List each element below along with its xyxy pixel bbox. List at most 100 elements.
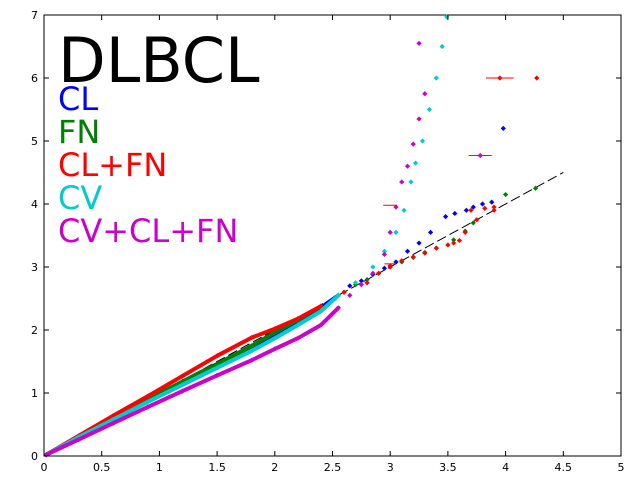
data-point — [412, 160, 419, 166]
data-point — [370, 270, 376, 276]
data-point — [358, 278, 364, 284]
data-point — [249, 343, 255, 349]
data-point — [364, 277, 370, 283]
data-point — [358, 282, 364, 288]
data-point — [410, 254, 416, 260]
data-point — [534, 75, 540, 81]
x-tick-label: 1.5 — [208, 461, 226, 474]
data-point — [352, 280, 359, 286]
data-point — [503, 191, 509, 198]
axis-ticks: 0 0.5 1 1.5 2 2.5 3 3.5 4 4.5 5 0 1 2 3 4 5 6 7 — [31, 9, 625, 474]
data-point — [422, 250, 428, 256]
data-point — [249, 357, 255, 363]
x-tick-label: 0 — [41, 461, 48, 474]
data-point — [370, 264, 376, 270]
x-tick-label: 1 — [156, 461, 163, 474]
y-tick-label: 4 — [31, 198, 38, 211]
data-point — [145, 399, 151, 405]
series-cl-fn — [43, 75, 540, 458]
data-point — [272, 335, 278, 341]
data-point — [295, 316, 301, 322]
x-tick-label: 3.5 — [439, 461, 457, 474]
data-point — [295, 335, 301, 341]
series-cv-cl-fn — [43, 40, 483, 458]
data-point — [533, 185, 539, 191]
x-tick-label: 2.5 — [324, 461, 342, 474]
data-point — [482, 205, 488, 212]
data-point — [416, 116, 422, 122]
data-point — [444, 14, 450, 20]
data-point — [491, 207, 497, 213]
y-tick-label: 5 — [31, 135, 38, 148]
series-line — [44, 304, 323, 457]
data-point — [145, 393, 151, 399]
y-tick-label: 3 — [31, 261, 38, 274]
data-point — [479, 201, 486, 207]
y-tick-label: 2 — [31, 324, 38, 337]
data-point — [179, 382, 186, 388]
data-point — [335, 305, 341, 311]
chart-title: DLBCL — [58, 24, 260, 97]
data-point — [318, 308, 324, 314]
data-point — [364, 280, 370, 286]
data-point — [272, 346, 278, 352]
x-tick-label: 4.5 — [555, 461, 573, 474]
data-point — [214, 365, 220, 371]
data-point — [445, 242, 451, 248]
data-point — [341, 289, 347, 295]
data-point — [468, 207, 474, 213]
data-point — [474, 217, 480, 223]
data-point — [347, 292, 353, 298]
data-point — [376, 270, 382, 276]
data-point — [179, 379, 186, 385]
x-tick-label: 0.5 — [93, 461, 111, 474]
data-point — [399, 179, 405, 185]
data-point — [110, 420, 116, 426]
data-point — [393, 204, 399, 210]
data-point — [214, 361, 220, 367]
x-tick-label: 3 — [387, 461, 394, 474]
data-point — [416, 40, 422, 46]
data-point — [433, 75, 439, 81]
data-point — [422, 91, 428, 97]
data-point — [404, 248, 411, 254]
data-point — [249, 334, 255, 341]
data-point — [387, 264, 393, 270]
data-point — [451, 240, 457, 246]
data-point — [393, 229, 399, 235]
data-point — [393, 259, 399, 265]
data-point — [491, 204, 497, 210]
x-tick-label: 4 — [502, 461, 509, 474]
data-point — [381, 251, 388, 257]
data-point — [214, 353, 220, 359]
data-point — [399, 258, 405, 264]
data-point — [272, 326, 278, 332]
legend-item: CL — [58, 80, 98, 118]
data-point — [456, 237, 463, 244]
data-point — [489, 199, 495, 205]
x-tick-label: 2 — [271, 461, 278, 474]
data-point — [442, 214, 449, 220]
data-point — [214, 372, 220, 378]
data-point — [462, 229, 468, 235]
data-point — [401, 207, 407, 213]
data-point — [110, 416, 116, 423]
data-point — [43, 452, 49, 458]
data-point — [452, 210, 458, 217]
data-point — [427, 229, 434, 235]
data-point — [179, 373, 186, 379]
data-point — [500, 125, 506, 131]
legend-item: CV — [58, 179, 102, 217]
data-point — [470, 220, 476, 226]
data-point — [249, 348, 255, 354]
data-point — [145, 404, 151, 410]
data-point — [179, 388, 186, 394]
data-point — [318, 322, 324, 328]
data-point — [451, 237, 457, 243]
series-layer — [43, 14, 540, 458]
y-tick-label: 7 — [31, 9, 38, 22]
data-point — [439, 43, 445, 50]
data-point — [416, 240, 422, 246]
y-tick-label: 6 — [31, 72, 38, 85]
